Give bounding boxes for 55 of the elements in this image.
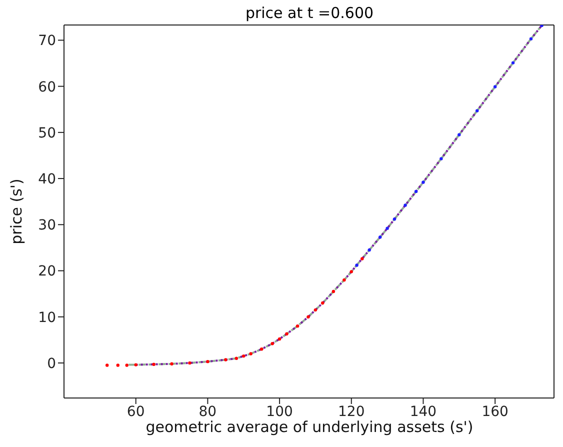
- y-tick-label: 40: [38, 172, 56, 188]
- x-tick-label: 100: [266, 404, 293, 420]
- y-axis-title: price (s'): [7, 178, 26, 244]
- point: [414, 190, 418, 194]
- x-tick-label: 140: [410, 404, 437, 420]
- point: [386, 226, 389, 230]
- point: [392, 218, 396, 221]
- x-tick-label: 120: [338, 404, 365, 420]
- x-tick-label: 160: [482, 404, 508, 420]
- point: [378, 235, 382, 239]
- x-tick-label: 80: [198, 404, 217, 420]
- point: [404, 204, 407, 207]
- point: [249, 352, 252, 356]
- point: [332, 290, 336, 294]
- point: [170, 362, 174, 366]
- x-tick-label: 60: [126, 404, 145, 420]
- point: [278, 337, 282, 341]
- point: [321, 301, 324, 305]
- y-tick-label: 30: [38, 218, 56, 234]
- point: [188, 361, 192, 365]
- x-axis-title: geometric average of underlying assets (s'): [144, 418, 474, 436]
- point: [125, 364, 128, 367]
- point: [360, 257, 364, 260]
- y-tick-label: 60: [38, 79, 56, 96]
- point: [440, 157, 443, 160]
- point: [314, 308, 318, 312]
- point: [106, 364, 109, 367]
- point: [422, 180, 425, 184]
- point: [458, 133, 461, 136]
- point: [355, 264, 358, 267]
- point: [368, 248, 371, 252]
- point: [260, 348, 264, 351]
- point: [270, 342, 274, 346]
- point: [511, 61, 515, 64]
- point: [476, 109, 479, 112]
- y-tick-label: 0: [47, 356, 56, 372]
- point: [224, 358, 228, 362]
- point: [242, 354, 246, 358]
- chart-title: price at t =0.600: [244, 4, 375, 22]
- point: [116, 364, 120, 367]
- point: [152, 362, 156, 366]
- point: [206, 360, 210, 364]
- point: [234, 356, 238, 360]
- point: [306, 315, 310, 318]
- point: [493, 85, 497, 88]
- point: [350, 270, 353, 274]
- y-tick-label: 50: [38, 125, 56, 142]
- y-tick-label: 10: [38, 310, 56, 326]
- point: [529, 37, 533, 40]
- point: [342, 278, 346, 282]
- y-tick-label: 20: [38, 264, 56, 280]
- y-tick-label: 70: [38, 33, 56, 50]
- point: [285, 332, 288, 336]
- point: [296, 324, 300, 328]
- point: [134, 363, 138, 366]
